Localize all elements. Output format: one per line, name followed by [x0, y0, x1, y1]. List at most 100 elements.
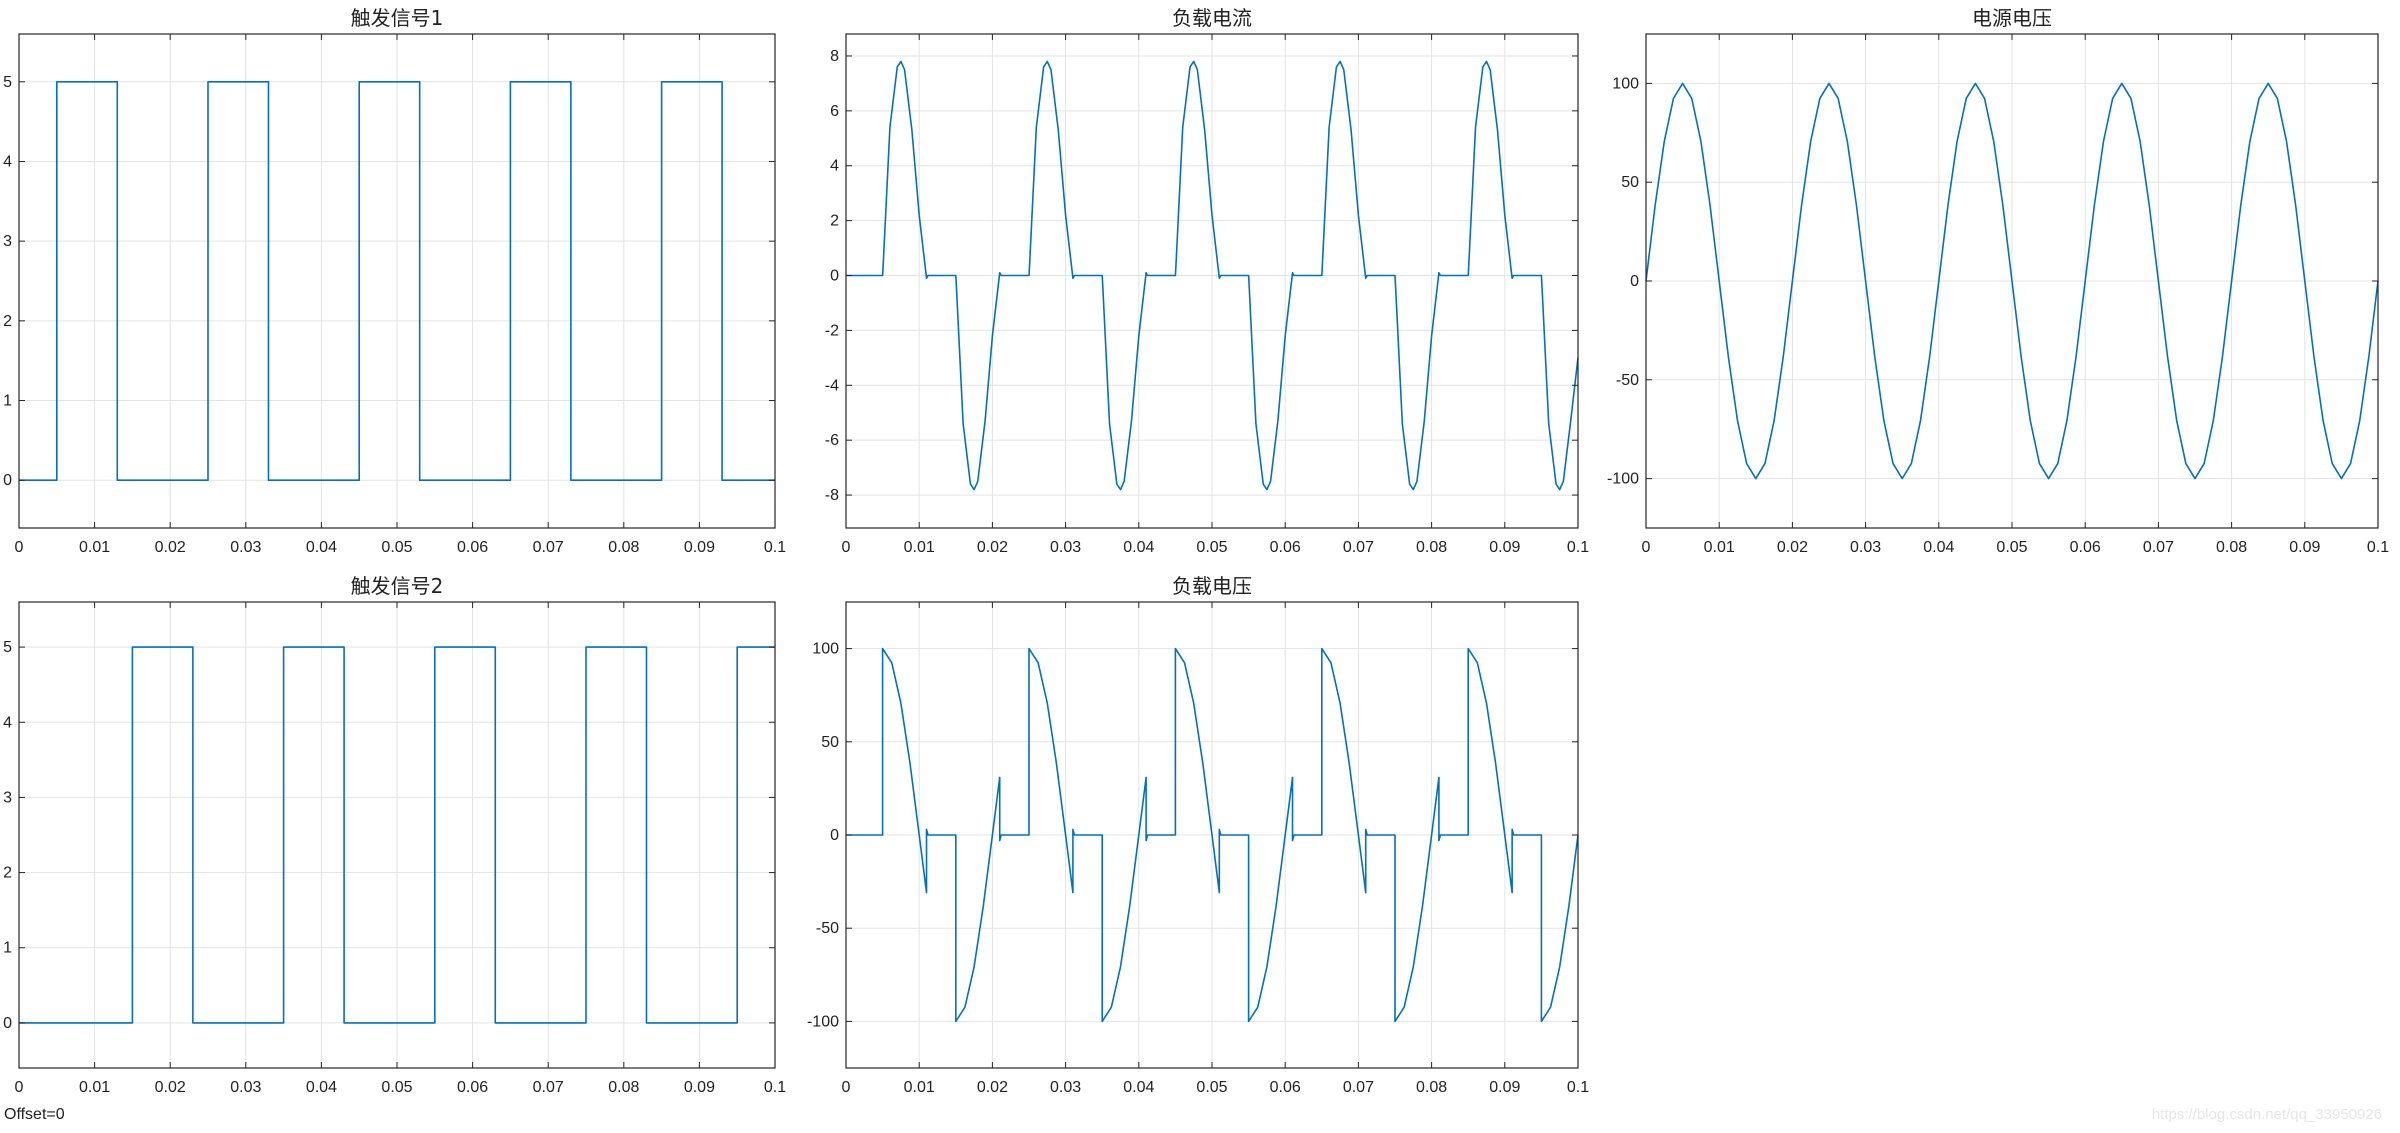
- x-tick-label: 0.06: [1270, 539, 1301, 556]
- x-tick-label: 0.08: [1416, 539, 1447, 556]
- y-tick-label: 5: [3, 74, 12, 91]
- x-tick-label: 0.09: [684, 1079, 715, 1096]
- chart-load_current: 0 0.01 0.02 0.03 0.04 0.05 0.06 0.07 0.08 0.09 0.1…: [825, 6, 1589, 556]
- x-tick-label: 0.06: [457, 1079, 488, 1096]
- y-tick-label: -2: [825, 322, 839, 339]
- x-tick-label: 0.07: [2143, 539, 2174, 556]
- x-tick-label: 0.06: [457, 539, 488, 556]
- x-tick-label: 0.1: [1567, 1079, 1589, 1096]
- x-tick-label: 0.03: [1850, 539, 1881, 556]
- x-tick-label: 0.05: [381, 1079, 412, 1096]
- x-tick-label: 0.1: [2367, 539, 2389, 556]
- x-tick-label: 0.08: [2216, 539, 2247, 556]
- x-tick-label: 0.07: [1343, 539, 1374, 556]
- chart-title: 触发信号1: [351, 6, 444, 30]
- chart-title: 负载电流: [1172, 6, 1252, 30]
- y-tick-label: 1: [3, 940, 12, 957]
- y-tick-label: 100: [1612, 75, 1639, 92]
- y-tick-label: 4: [830, 158, 839, 175]
- x-tick-label: 0.03: [230, 539, 261, 556]
- x-tick-label: 0.04: [1923, 539, 1954, 556]
- x-tick-label: 0: [15, 1079, 24, 1096]
- y-tick-label: 6: [830, 103, 839, 120]
- series-line-0: [846, 60, 1579, 491]
- x-tick-label: 0.02: [977, 539, 1008, 556]
- y-tick-label: 0: [830, 827, 839, 844]
- y-tick-label: -100: [1607, 471, 1639, 488]
- x-tick-label: 0: [842, 1079, 851, 1096]
- x-tick-label: 0.08: [608, 539, 639, 556]
- chart-trigger1: 0 0.01 0.02 0.03 0.04 0.05 0.06 0.07 0.08 0.09 0.1…: [3, 6, 786, 556]
- series-line-0: [19, 646, 775, 1024]
- x-tick-label: 0.03: [1050, 1079, 1081, 1096]
- x-tick-label: 0.01: [1704, 539, 1735, 556]
- x-tick-label: 0.02: [155, 1079, 186, 1096]
- x-tick-label: 0.05: [1196, 1079, 1227, 1096]
- y-tick-label: 0: [830, 268, 839, 285]
- y-tick-label: -4: [825, 377, 839, 394]
- x-tick-label: 0.01: [79, 539, 110, 556]
- chart-title: 负载电压: [1172, 574, 1252, 598]
- x-tick-label: 0.03: [230, 1079, 261, 1096]
- x-tick-label: 0.01: [79, 1079, 110, 1096]
- x-tick-label: 0.01: [904, 539, 935, 556]
- x-tick-label: 0.09: [1489, 1079, 1520, 1096]
- x-tick-label: 0.05: [381, 539, 412, 556]
- y-tick-label: 5: [3, 639, 12, 656]
- x-tick-label: 0.07: [1343, 1079, 1374, 1096]
- chart-load_voltage: 0 0.01 0.02 0.03 0.04 0.05 0.06 0.07 0.08 0.09 0.1…: [807, 574, 1589, 1096]
- chart-title: 触发信号2: [351, 574, 444, 598]
- x-tick-label: 0.09: [1489, 539, 1520, 556]
- y-tick-label: -6: [825, 432, 839, 449]
- x-tick-label: 0.06: [2070, 539, 2101, 556]
- chart-trigger2: 0 0.01 0.02 0.03 0.04 0.05 0.06 0.07 0.08 0.09 0.1…: [3, 574, 786, 1096]
- x-tick-label: 0.05: [1196, 539, 1227, 556]
- series-line-0: [846, 647, 1579, 1023]
- y-tick-label: 0: [1630, 273, 1639, 290]
- y-tick-label: -50: [1616, 372, 1639, 389]
- x-tick-label: 0.04: [306, 1079, 337, 1096]
- x-tick-label: 0.06: [1270, 1079, 1301, 1096]
- x-tick-label: 0.04: [306, 539, 337, 556]
- x-tick-label: 0.02: [1777, 539, 1808, 556]
- x-tick-label: 0.08: [1416, 1079, 1447, 1096]
- x-tick-label: 0.07: [533, 539, 564, 556]
- x-tick-label: 0.08: [608, 1079, 639, 1096]
- x-tick-label: 0.02: [155, 539, 186, 556]
- y-tick-label: -100: [807, 1013, 839, 1030]
- series-line-0: [19, 81, 775, 481]
- offset-label: Offset=0: [4, 1106, 65, 1123]
- y-tick-label: 0: [3, 1015, 12, 1032]
- y-tick-label: 4: [3, 153, 12, 170]
- x-tick-label: 0.1: [1567, 539, 1589, 556]
- x-tick-label: 0: [842, 539, 851, 556]
- y-tick-label: 8: [830, 48, 839, 65]
- watermark: https://blog.csdn.net/qq_33950926: [2151, 1106, 2382, 1123]
- x-tick-label: 0.02: [977, 1079, 1008, 1096]
- x-tick-label: 0.04: [1123, 1079, 1154, 1096]
- y-tick-label: -50: [816, 920, 839, 937]
- x-tick-label: 0.03: [1050, 539, 1081, 556]
- chart-source_voltage: 0 0.01 0.02 0.03 0.04 0.05 0.06 0.07 0.08 0.09 0.1…: [1607, 6, 2389, 556]
- y-tick-label: 2: [3, 313, 12, 330]
- x-tick-label: 0.04: [1123, 539, 1154, 556]
- y-tick-label: 50: [821, 734, 839, 751]
- y-tick-label: 1: [3, 393, 12, 410]
- x-tick-label: 0.09: [2289, 539, 2320, 556]
- x-tick-label: 0: [15, 539, 24, 556]
- x-tick-label: 0.05: [1996, 539, 2027, 556]
- chart-title: 电源电压: [1972, 6, 2052, 30]
- x-tick-label: 0.1: [764, 1079, 786, 1096]
- x-tick-label: 0.01: [904, 1079, 935, 1096]
- x-tick-label: 0: [1642, 539, 1651, 556]
- y-tick-label: 4: [3, 714, 12, 731]
- y-tick-label: 50: [1621, 174, 1639, 191]
- y-tick-label: 100: [812, 641, 839, 658]
- x-tick-label: 0.09: [684, 539, 715, 556]
- y-tick-label: 0: [3, 472, 12, 489]
- series-line-0: [1645, 82, 2379, 480]
- y-tick-label: 3: [3, 233, 12, 250]
- y-tick-label: 2: [3, 865, 12, 882]
- y-tick-label: 2: [830, 213, 839, 230]
